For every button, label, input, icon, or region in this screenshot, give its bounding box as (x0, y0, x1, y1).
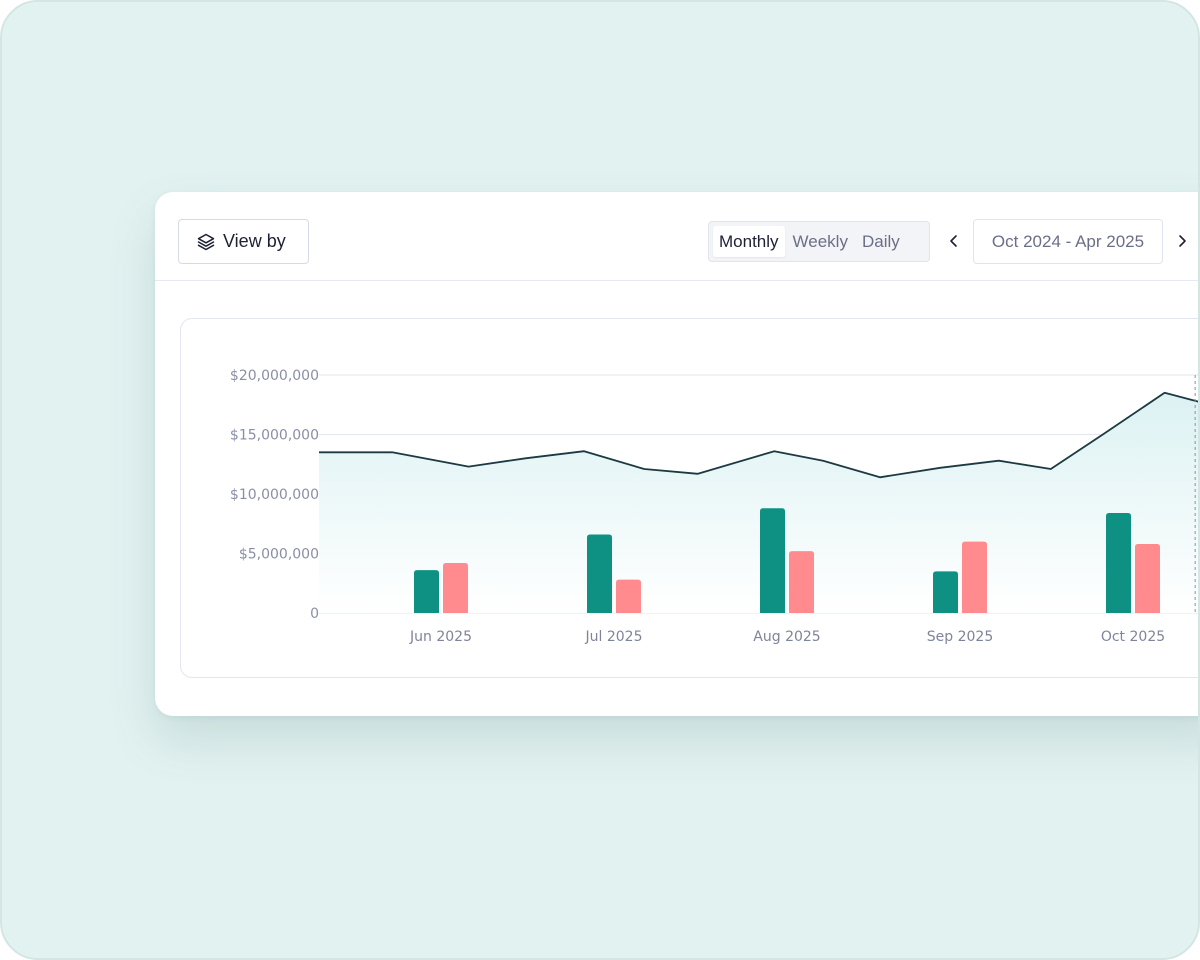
period-toggle: Monthly Weekly Daily (708, 221, 930, 262)
view-by-button[interactable]: View by (178, 219, 309, 264)
bar-series-a[interactable] (933, 571, 958, 613)
x-tick-label: Aug 2025 (753, 629, 820, 645)
x-tick-label: Jul 2025 (585, 629, 643, 645)
y-tick-label: $15,000,000 (230, 428, 319, 444)
toolbar: View by Monthly Weekly Daily Oct 2024 - … (155, 192, 1198, 281)
date-range-picker[interactable]: Oct 2024 - Apr 2025 (973, 219, 1163, 264)
chart-card: $20,000,000 $15,000,000 $10,000,000 $5,000,… (180, 318, 1198, 678)
bar-series-a[interactable] (1106, 513, 1131, 613)
period-daily[interactable]: Daily (861, 231, 900, 251)
report-panel: View by Monthly Weekly Daily Oct 2024 - … (155, 192, 1198, 716)
view-by-label: View by (223, 231, 286, 251)
trend-line (319, 391, 1198, 479)
period-monthly[interactable]: Monthly (713, 226, 785, 257)
chevron-right-icon (1179, 235, 1186, 247)
prev-range-button[interactable] (943, 230, 965, 252)
bar-series-b[interactable] (443, 563, 468, 613)
x-tick-label: Oct 2025 (1101, 629, 1165, 645)
y-tick-label: $20,000,000 (230, 368, 319, 384)
bar-series-a[interactable] (760, 508, 785, 613)
combo-chart: $20,000,000 $15,000,000 $10,000,000 $5,000,… (230, 368, 1198, 645)
x-tick-label: Jun 2025 (409, 629, 472, 645)
layers-icon (197, 233, 215, 250)
bar-series-b[interactable] (962, 541, 987, 613)
chevron-left-icon (950, 235, 957, 247)
bar-series-b[interactable] (789, 551, 814, 613)
x-tick-label: Sep 2025 (927, 629, 993, 645)
bar-series-b[interactable] (616, 579, 641, 613)
period-weekly[interactable]: Weekly (792, 231, 848, 251)
y-tick-label: $5,000,000 (239, 547, 319, 563)
next-range-button[interactable] (1171, 230, 1193, 252)
y-tick-label: $10,000,000 (230, 487, 319, 503)
bar-series-a[interactable] (414, 570, 439, 613)
y-tick-label: 0 (310, 606, 319, 622)
bar-series-b[interactable] (1135, 543, 1160, 613)
bar-series-a[interactable] (587, 534, 612, 613)
